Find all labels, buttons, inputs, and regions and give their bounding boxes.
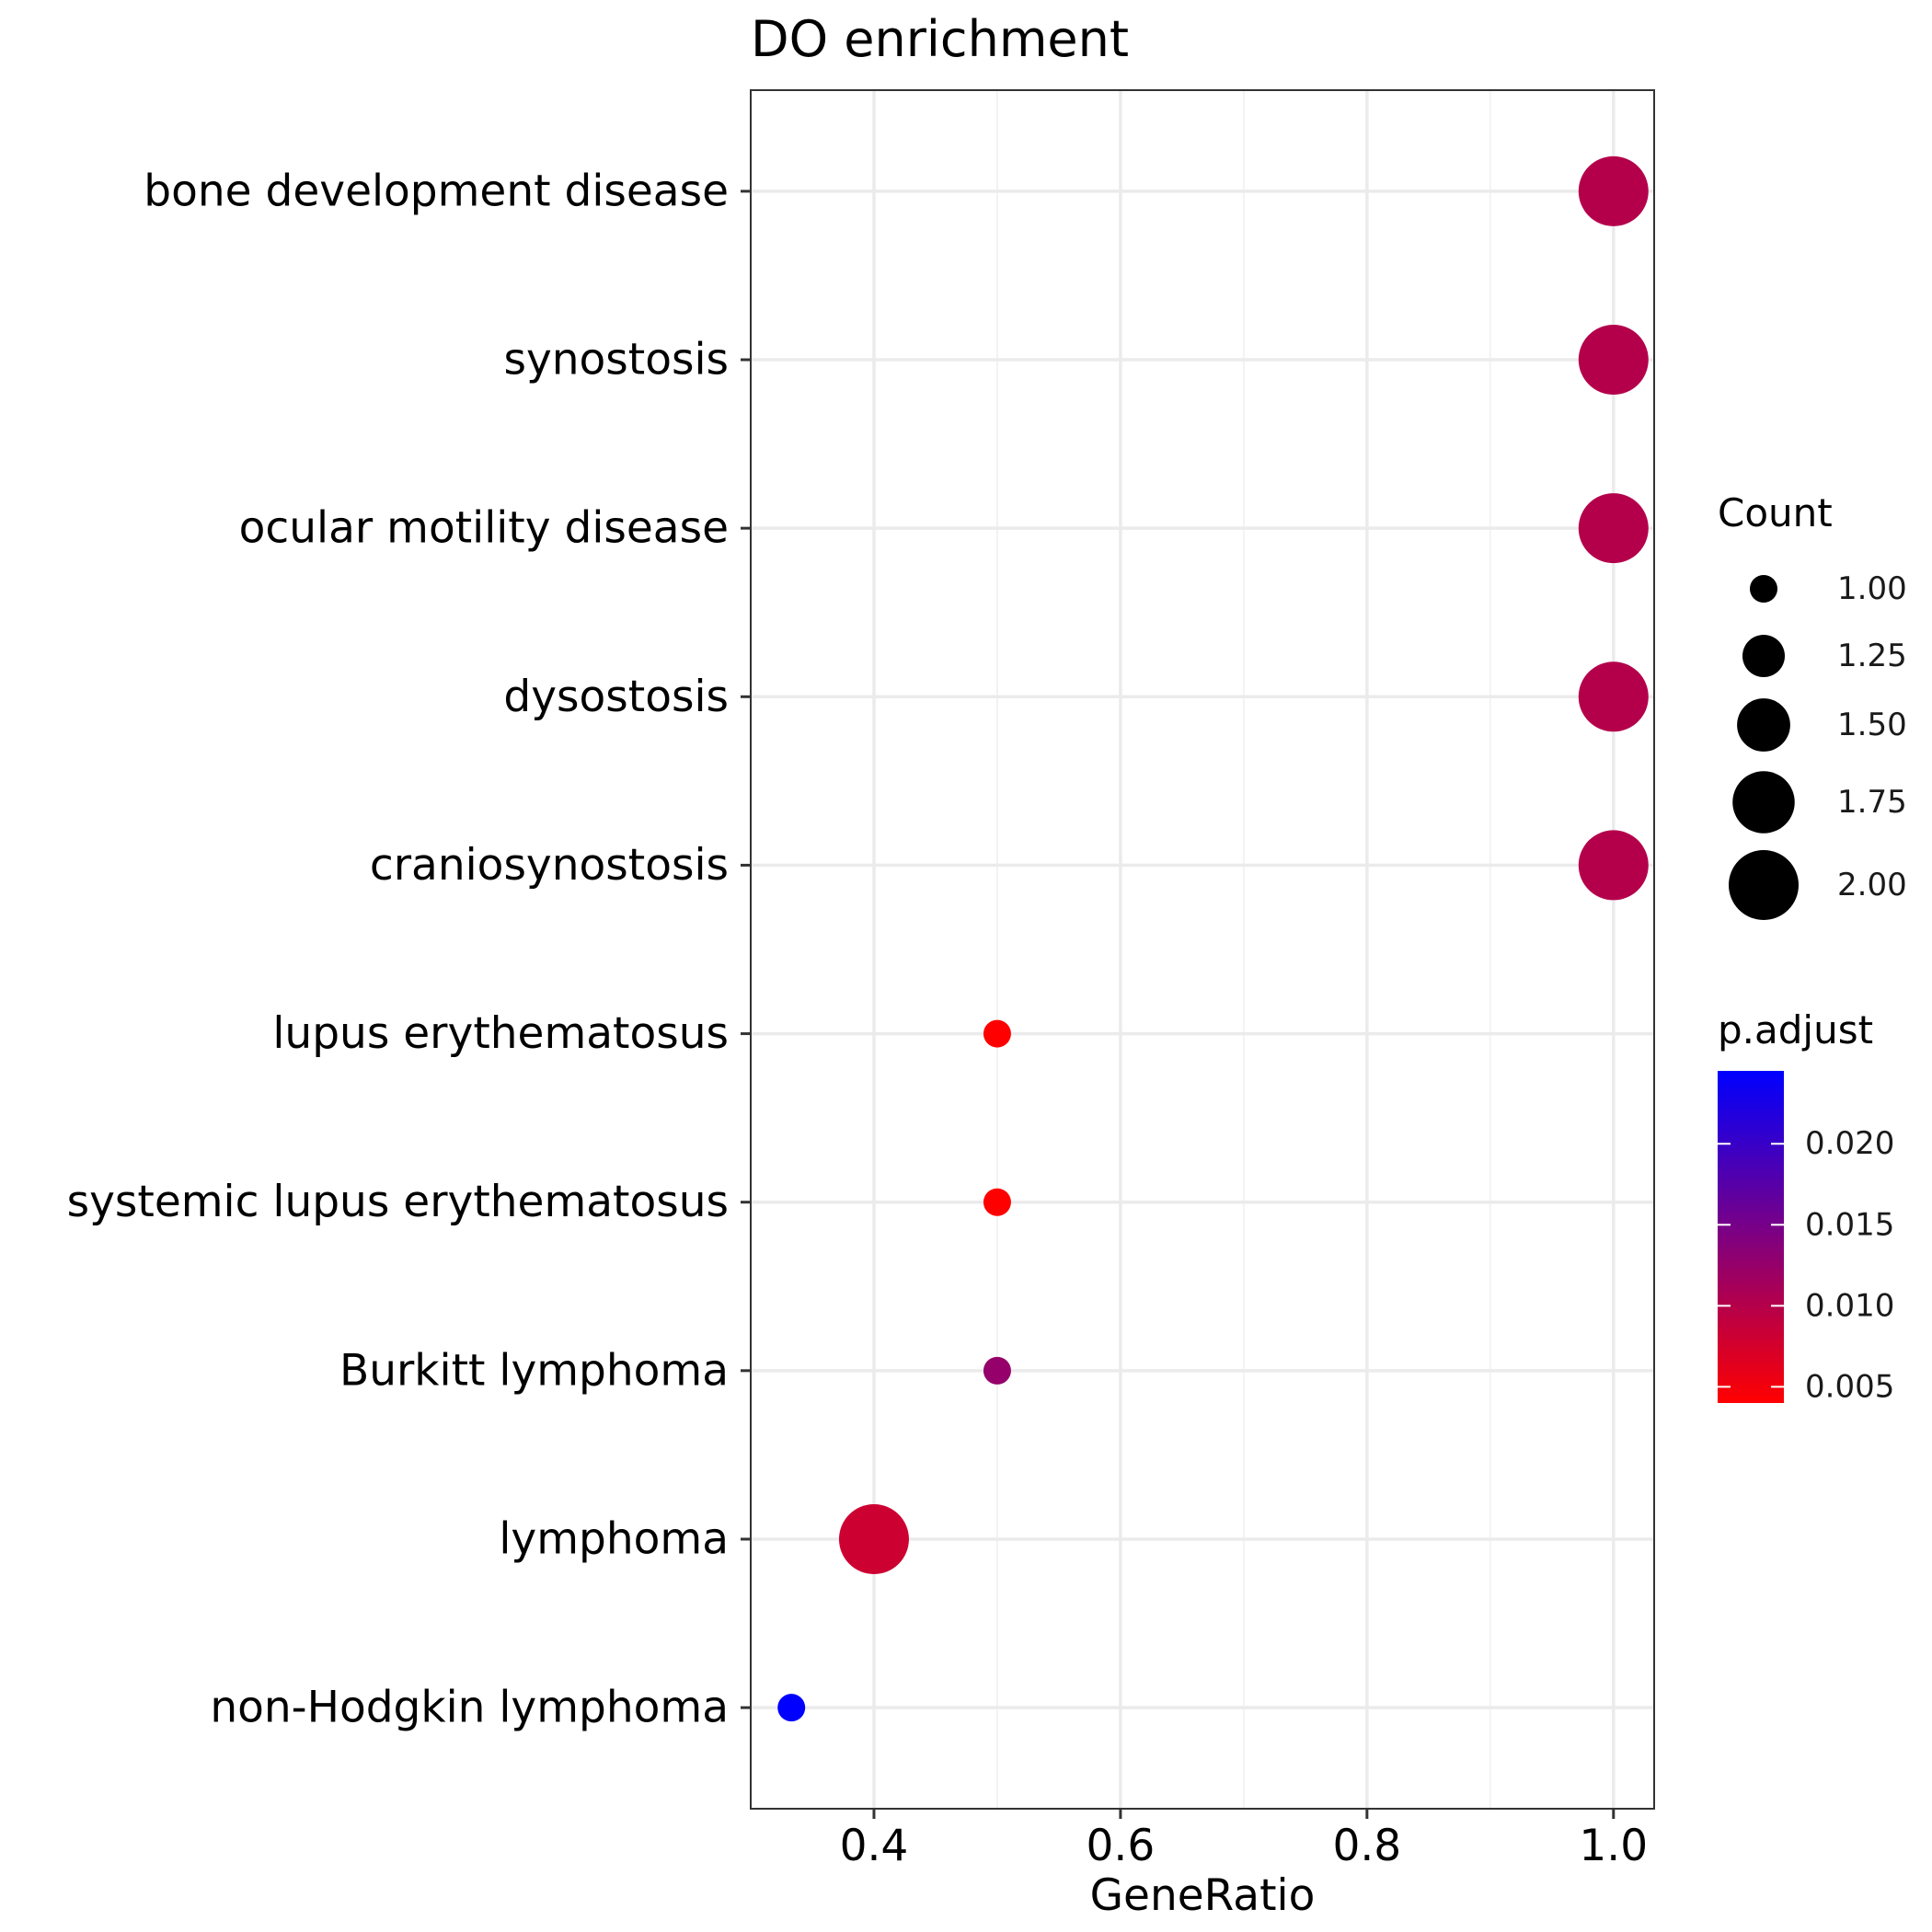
x-tick-label: 0.4: [840, 1821, 909, 1871]
count-legend-label: 1.75: [1837, 784, 1907, 821]
data-point: [1578, 325, 1649, 396]
data-point: [1578, 830, 1649, 901]
data-points: [777, 155, 1649, 1722]
count-legend-dot: [1737, 698, 1790, 752]
y-tick-label: craniosynostosis: [370, 840, 729, 891]
count-legend-items: 1.00 1.25 1.50 1.75 2.00: [1729, 570, 1907, 920]
data-point: [983, 1356, 1011, 1385]
y-axis: bone development disease synostosis ocular…: [67, 166, 751, 1733]
count-legend-label: 2.00: [1837, 867, 1907, 903]
plot-panel-border: [750, 89, 1655, 1810]
data-point: [983, 1019, 1011, 1048]
data-point: [1578, 661, 1649, 732]
count-legend-label: 1.00: [1837, 570, 1907, 607]
padjust-colorbar-ticks: 0.005 0.010 0.015 0.020: [1718, 1125, 1894, 1405]
count-legend-label: 1.25: [1837, 638, 1907, 674]
count-legend-dot: [1732, 771, 1795, 834]
count-legend-dot: [1742, 634, 1786, 678]
count-legend: Count 1.00 1.25 1.50 1.75 2.00: [1718, 490, 1907, 920]
y-tick-label: Burkitt lymphoma: [339, 1345, 729, 1396]
x-tick-label: 0.6: [1087, 1821, 1156, 1871]
padjust-legend-title: p.adjust: [1718, 1007, 1873, 1052]
data-point: [1578, 493, 1649, 564]
y-tick-label: lupus erythematosus: [272, 1008, 729, 1059]
x-axis-title: GeneRatio: [1090, 1870, 1316, 1921]
y-tick-label: synostosis: [503, 335, 729, 385]
colorbar-tick-label: 0.015: [1805, 1206, 1894, 1243]
x-tick-label: 0.8: [1332, 1821, 1401, 1871]
colorbar-tick-label: 0.010: [1805, 1287, 1894, 1324]
padjust-colorbar: [1718, 1071, 1784, 1403]
y-tick-label: lymphoma: [499, 1513, 729, 1564]
x-axis: 0.4 0.6 0.8 1.0: [840, 1809, 1648, 1871]
y-tick-label: dysostosis: [503, 672, 729, 722]
grid-lines: [751, 90, 1654, 1809]
data-point: [838, 1503, 909, 1574]
y-tick-label: systemic lupus erythematosus: [67, 1177, 729, 1227]
count-legend-label: 1.50: [1837, 707, 1907, 743]
y-tick-label: non-Hodgkin lymphoma: [210, 1683, 729, 1733]
count-legend-dot: [1729, 850, 1799, 920]
y-tick-label: bone development disease: [144, 166, 729, 216]
colorbar-tick-label: 0.020: [1805, 1125, 1894, 1162]
count-legend-dot: [1750, 575, 1777, 603]
padjust-legend: p.adjust 0.005 0.010 0.015 0.020: [1718, 1007, 1894, 1405]
colorbar-tick-label: 0.005: [1805, 1368, 1894, 1405]
y-tick-label: ocular motility disease: [239, 503, 729, 554]
data-point: [983, 1188, 1011, 1216]
data-point: [777, 1694, 806, 1722]
chart-title: DO enrichment: [751, 10, 1129, 68]
count-legend-title: Count: [1718, 490, 1833, 535]
data-point: [1578, 155, 1649, 226]
x-tick-label: 1.0: [1579, 1821, 1648, 1871]
